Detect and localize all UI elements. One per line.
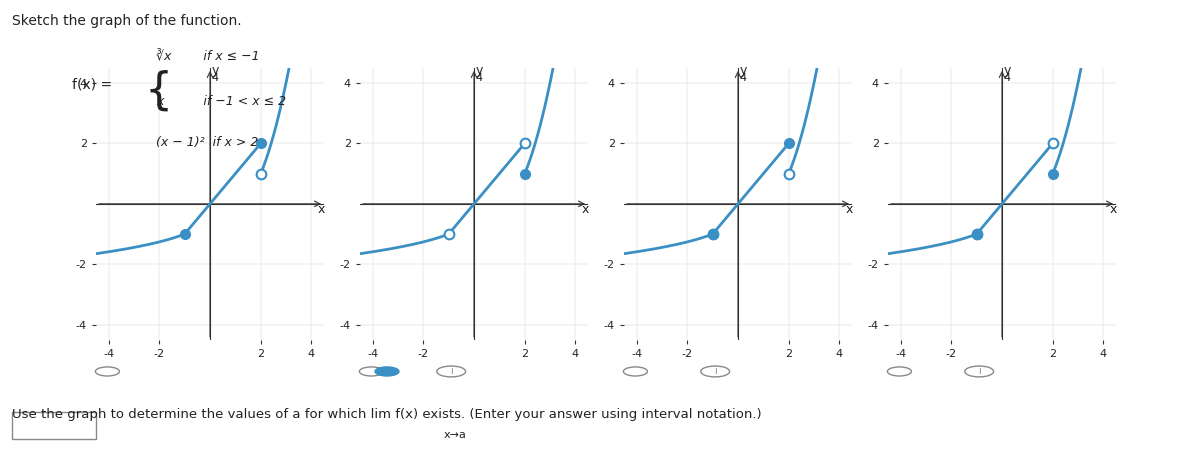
Text: x: x <box>318 203 325 216</box>
Text: x→a: x→a <box>444 430 467 440</box>
Text: Sketch the graph of the function.: Sketch the graph of the function. <box>12 14 241 28</box>
Text: x          if −1 < x ≤ 2: x if −1 < x ≤ 2 <box>156 95 286 108</box>
Text: {: { <box>144 69 173 112</box>
Text: y: y <box>475 64 482 77</box>
Text: x: x <box>846 203 853 216</box>
Text: 4: 4 <box>475 73 482 83</box>
Text: 4: 4 <box>739 73 746 83</box>
Text: x: x <box>1110 203 1117 216</box>
Text: (x − 1)²  if x > 2: (x − 1)² if x > 2 <box>156 136 258 149</box>
Text: 4: 4 <box>211 73 218 83</box>
Text: i: i <box>978 366 980 376</box>
Text: x: x <box>582 203 589 216</box>
Text: y: y <box>211 64 218 77</box>
Text: Use the graph to determine the values of a for which lim f(x) exists. (Enter you: Use the graph to determine the values of… <box>12 408 762 421</box>
Text: i: i <box>714 366 716 376</box>
Text: y: y <box>739 64 746 77</box>
Text: y: y <box>1003 64 1010 77</box>
Text: 4: 4 <box>1003 73 1010 83</box>
Text: f(x) =: f(x) = <box>72 77 112 91</box>
Text: i: i <box>450 366 452 376</box>
Text: ∛x        if x ≤ −1: ∛x if x ≤ −1 <box>156 50 259 63</box>
